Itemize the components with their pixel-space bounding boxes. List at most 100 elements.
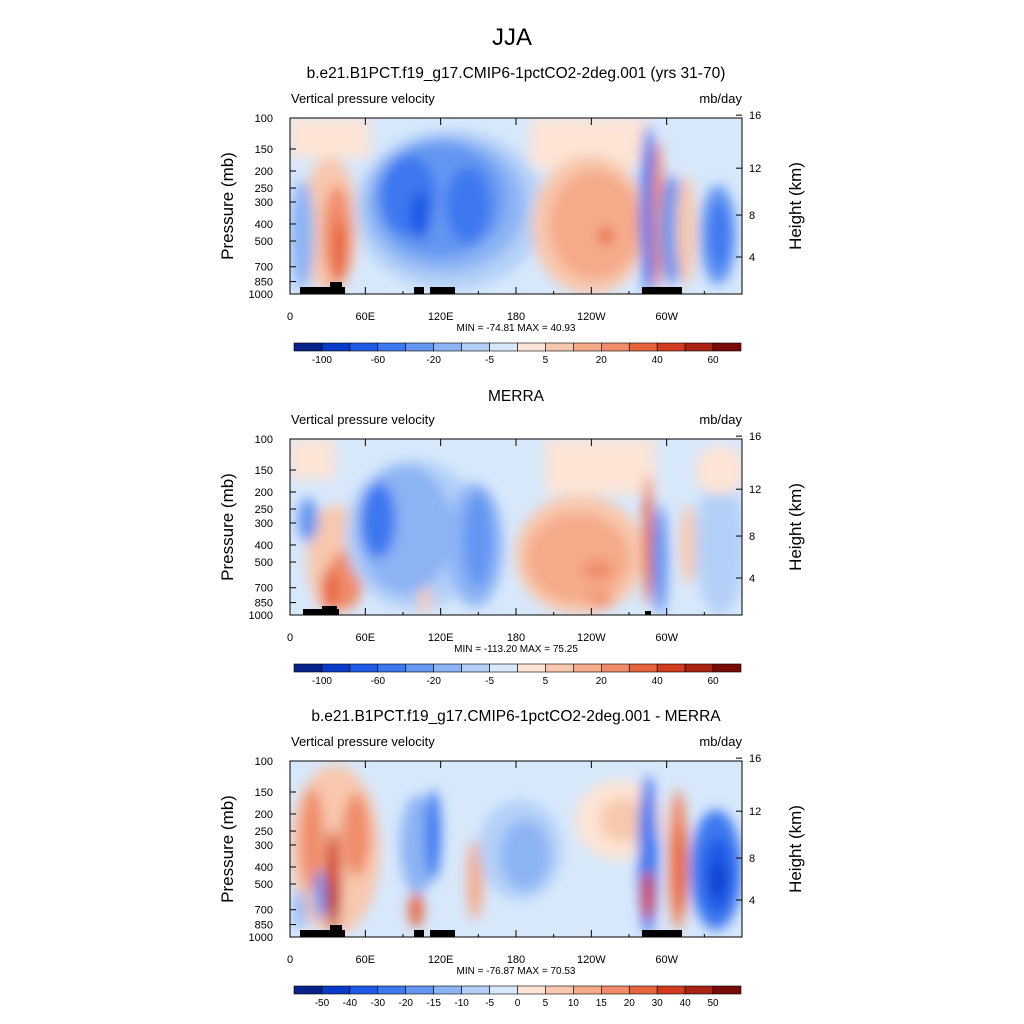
y-tick-label: 700 (255, 905, 273, 917)
y-axis-label: Pressure (mb) (218, 152, 237, 260)
y2-tick-label: 4 (749, 252, 755, 264)
colorbar-label: 5 (543, 998, 549, 1009)
x-tick-label: 60E (356, 632, 376, 644)
right-label: mb/day (699, 91, 742, 106)
colorbar-swatch (321, 985, 351, 995)
left-label: Vertical pressure velocity (291, 412, 435, 427)
colorbar-swatch (656, 342, 686, 352)
y2-tick-label: 12 (749, 806, 761, 818)
colorbar-swatch (517, 663, 546, 673)
y-tick-label: 300 (255, 840, 273, 852)
x-tick-label: 120E (428, 954, 454, 966)
colorbar-swatch (489, 342, 518, 352)
figure-title: JJA (492, 24, 532, 51)
y-tick-label: 400 (255, 219, 273, 231)
colorbar-label: -100 (312, 676, 332, 687)
left-label: Vertical pressure velocity (291, 91, 435, 106)
colorbar-swatch (405, 985, 434, 995)
colorbar-swatch (573, 663, 602, 673)
colorbar-label: 50 (708, 998, 720, 1009)
colorbar-swatch (573, 342, 602, 352)
colorbar-swatch (712, 342, 742, 352)
y-tick-label: 100 (255, 434, 273, 446)
colorbar-label: 40 (652, 355, 664, 366)
y-tick-label: 500 (255, 557, 273, 569)
y-tick-label: 850 (255, 598, 273, 610)
colorbar-swatch (712, 985, 742, 995)
colorbar-swatch (601, 985, 630, 995)
min-max-stats: MIN = -74.81 MAX = 40.93 (457, 323, 576, 334)
colorbar-swatch (656, 663, 686, 673)
right-label: mb/day (699, 412, 742, 427)
colorbar-label: 60 (708, 676, 720, 687)
contour-field (290, 118, 742, 294)
axes: 0 60E 120E 180 120W 60W 100 150 200 250 300 400 500 7… (249, 110, 762, 323)
colorbar-label: -30 (371, 998, 386, 1009)
topography-mask (300, 282, 682, 294)
left-label: Vertical pressure velocity (291, 734, 435, 749)
contour-field (290, 439, 742, 615)
colorbar-swatch (573, 985, 602, 995)
colorbar-swatch (377, 985, 407, 995)
colorbar-swatch (545, 663, 574, 673)
colorbar-swatch (433, 342, 462, 352)
colorbar-label: 5 (543, 676, 549, 687)
topography-mask (300, 925, 682, 937)
y-tick-label: 300 (255, 197, 273, 209)
colorbar-swatch (405, 342, 434, 352)
y-tick-label: 300 (255, 518, 273, 530)
min-max-stats: MIN = -76.87 MAX = 70.53 (457, 966, 576, 977)
x-tick-label: 60E (356, 311, 376, 323)
colorbar-label: 10 (568, 998, 580, 1009)
panel-difference: b.e21.B1PCT.f19_g17.CMIP6-1pctCO2-2deg.0… (218, 708, 805, 1009)
x-tick-label: 60W (655, 632, 678, 644)
y2-tick-label: 16 (749, 431, 761, 443)
colorbar-label: 40 (680, 998, 692, 1009)
colorbar-swatch (461, 342, 490, 352)
y-tick-label: 100 (255, 756, 273, 768)
x-tick-label: 120E (428, 632, 454, 644)
colorbar-label: -10 (454, 998, 469, 1009)
colorbar: -50 -40 -30 -20 -15 -10 -5 0 5 10 15 20 30 40 50 (293, 985, 742, 1009)
colorbar-label: 20 (624, 998, 636, 1009)
colorbar-label: -60 (371, 355, 386, 366)
y-tick-label: 400 (255, 540, 273, 552)
x-tick-label: 120W (577, 954, 606, 966)
x-tick-label: 180 (507, 954, 525, 966)
axes: 0 60E 120E 180 120W 60W 100 150 200 250 300 400 500 7… (249, 753, 762, 966)
y-tick-label: 100 (255, 113, 273, 125)
colorbar-swatch (433, 985, 462, 995)
colorbar-swatch (517, 342, 546, 352)
y-tick-label: 200 (255, 166, 273, 178)
colorbar-label: -100 (312, 355, 332, 366)
colorbar: -100 -60 -20 -5 5 20 40 60 (293, 342, 742, 366)
colorbar-label: -60 (371, 676, 386, 687)
colorbar-swatch (628, 342, 658, 352)
y-tick-label: 200 (255, 487, 273, 499)
panel-model: b.e21.B1PCT.f19_g17.CMIP6-1pctCO2-2deg.0… (218, 65, 805, 366)
y2-tick-label: 8 (749, 210, 755, 222)
colorbar-label: 5 (543, 355, 549, 366)
x-tick-label: 60W (655, 954, 678, 966)
y2-tick-label: 8 (749, 853, 755, 865)
colorbar-swatch (321, 663, 351, 673)
y2-axis-label: Height (km) (786, 162, 805, 250)
colorbar-label: 20 (596, 676, 608, 687)
panel-title: b.e21.B1PCT.f19_g17.CMIP6-1pctCO2-2deg.0… (307, 65, 726, 82)
panel-title: b.e21.B1PCT.f19_g17.CMIP6-1pctCO2-2deg.0… (311, 708, 721, 725)
y-tick-label: 200 (255, 809, 273, 821)
x-tick-label: 0 (287, 632, 293, 644)
y-tick-label: 500 (255, 236, 273, 248)
y2-tick-label: 4 (749, 573, 755, 585)
colorbar: -100 -60 -20 -5 5 20 40 60 (293, 663, 742, 687)
colorbar-swatch (712, 663, 742, 673)
colorbar-label: -5 (485, 355, 494, 366)
colorbar-label: 0 (515, 998, 521, 1009)
colorbar-label: 15 (596, 998, 608, 1009)
colorbar-swatch (293, 985, 323, 995)
colorbar-swatch (628, 663, 658, 673)
colorbar-swatch (405, 663, 434, 673)
colorbar-swatch (293, 342, 323, 352)
colorbar-swatch (377, 663, 407, 673)
